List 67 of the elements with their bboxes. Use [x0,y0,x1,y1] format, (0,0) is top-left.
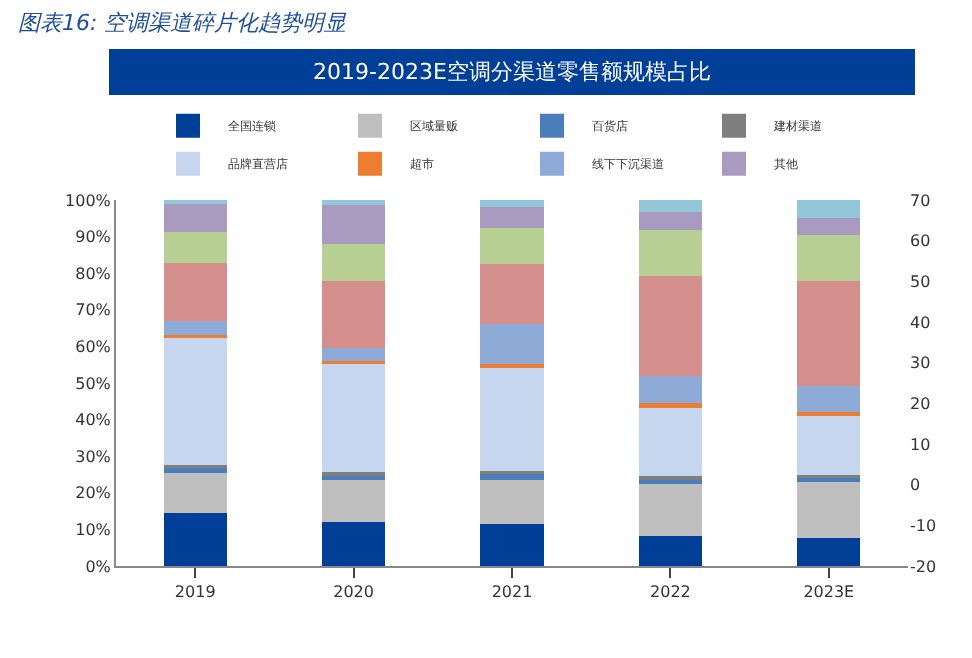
bar [163,262,227,321]
y-tick-label: 60% [75,338,112,356]
y2-tick-label: 40 [910,313,931,332]
y-tick-label: 40% [75,411,112,430]
bar [797,386,861,412]
bar [163,320,227,336]
y-tick-label: 30% [75,447,112,466]
bar [797,218,861,236]
y-tick-label: 10% [75,521,112,539]
bar [321,347,386,361]
bar [638,536,703,566]
y-tick-label: 50% [75,374,112,393]
bar [638,200,703,213]
bar [163,336,227,466]
bar [480,323,544,364]
bar [797,415,861,475]
bar [163,231,227,263]
y2-tick-label: 60 [910,232,931,251]
bar [480,227,544,265]
bar [480,366,544,471]
bar [321,280,386,348]
y-tick-label: 80% [75,264,112,283]
bar [321,204,386,244]
y2-tick-label: 0 [910,476,921,495]
x-tick-label: 2019 [174,583,216,602]
y-tick-label: 0% [85,557,112,576]
y2-tick-label: -10 [910,516,937,535]
x-tick-label: 2022 [650,583,691,602]
y-tick-label: 90% [75,228,112,247]
bar [638,376,703,404]
bar [797,537,861,566]
x-tick-label: 2021 [491,583,533,602]
x-tick-label: 2020 [333,583,374,602]
y2-tick-label: 70 [910,191,931,210]
y2-tick-label: 10 [910,435,931,454]
bar [321,522,386,566]
bar [163,512,227,566]
bar [321,363,386,473]
bar [797,480,861,538]
bar [480,200,544,207]
bar [321,480,386,523]
bar [480,480,544,525]
y-tick-label: 20% [75,484,112,503]
y2-tick-label: 20 [910,394,931,413]
bar [638,406,703,477]
y2-tick-label: 50 [910,272,931,291]
bar [163,467,227,474]
y-tick-label: 100% [65,191,112,210]
bar [638,483,703,537]
bar [638,230,703,276]
bar [480,524,544,566]
bar [638,275,703,377]
y2-tick-label: -20 [910,557,937,576]
chart-title: 图表16: 空调渠道碎片化趋势明显 [18,10,349,36]
y2-tick-label: 30 [910,354,931,373]
bar [321,243,386,281]
chart-subtitle: 2019-2023E空调分渠道零售额规模占比 [313,59,711,85]
bar [797,200,861,219]
bar [163,473,227,513]
bar [638,212,703,231]
bar [797,280,861,387]
bar [163,203,227,232]
bar [797,235,861,281]
y-tick-label: 70% [75,301,112,320]
bar [480,264,544,324]
bar [480,206,544,228]
x-tick-label: 2023E [803,583,855,602]
